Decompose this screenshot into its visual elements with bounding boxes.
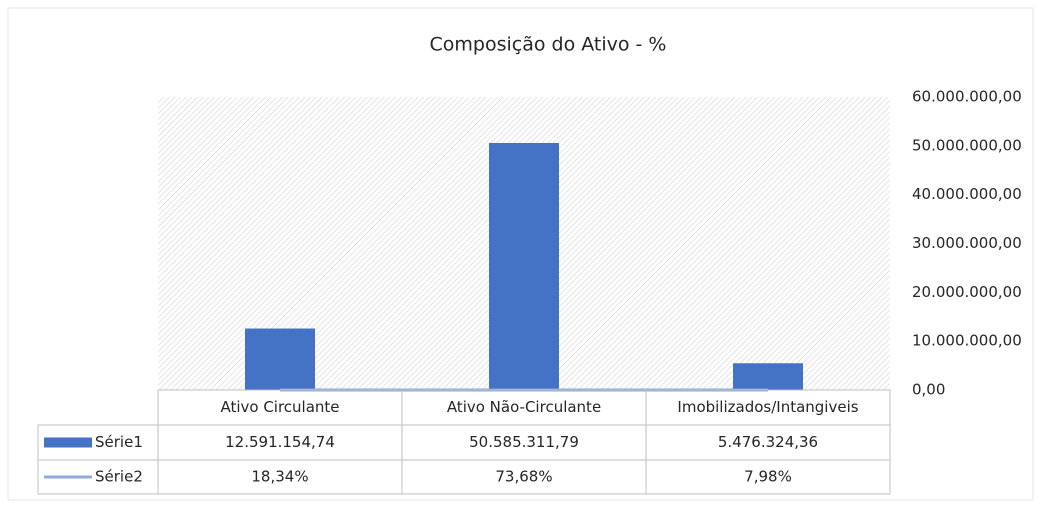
table-value: 12.591.154,74 [225, 433, 335, 451]
x-tick-label: Imobilizados/Intangiveis [677, 398, 858, 416]
table-value: 50.585.311,79 [469, 433, 579, 451]
y-tick-label: 20.000.000,00 [912, 283, 1022, 301]
table-value: 73,68% [495, 468, 552, 486]
x-tick-label: Ativo Não-Circulante [447, 398, 601, 416]
legend-label: Série2 [95, 468, 143, 486]
bar [733, 363, 803, 390]
y-tick-label: 50.000.000,00 [912, 136, 1022, 154]
legend-label: Série1 [95, 433, 143, 451]
legend-key [44, 437, 92, 448]
table-value: 5.476.324,36 [718, 433, 818, 451]
x-tick-label: Ativo Circulante [220, 398, 339, 416]
y-tick-label: 10.000.000,00 [912, 332, 1022, 350]
y-tick-label: 60.000.000,00 [912, 88, 1022, 106]
y-tick-label: 40.000.000,00 [912, 185, 1022, 203]
y-tick-label: 30.000.000,00 [912, 234, 1022, 252]
table-value: 7,98% [744, 468, 792, 486]
bar [245, 328, 315, 390]
y-tick-label: 0,00 [912, 381, 945, 399]
chart-title: Composição do Ativo - % [430, 34, 667, 56]
bar [489, 142, 559, 390]
table-value: 18,34% [251, 468, 308, 486]
